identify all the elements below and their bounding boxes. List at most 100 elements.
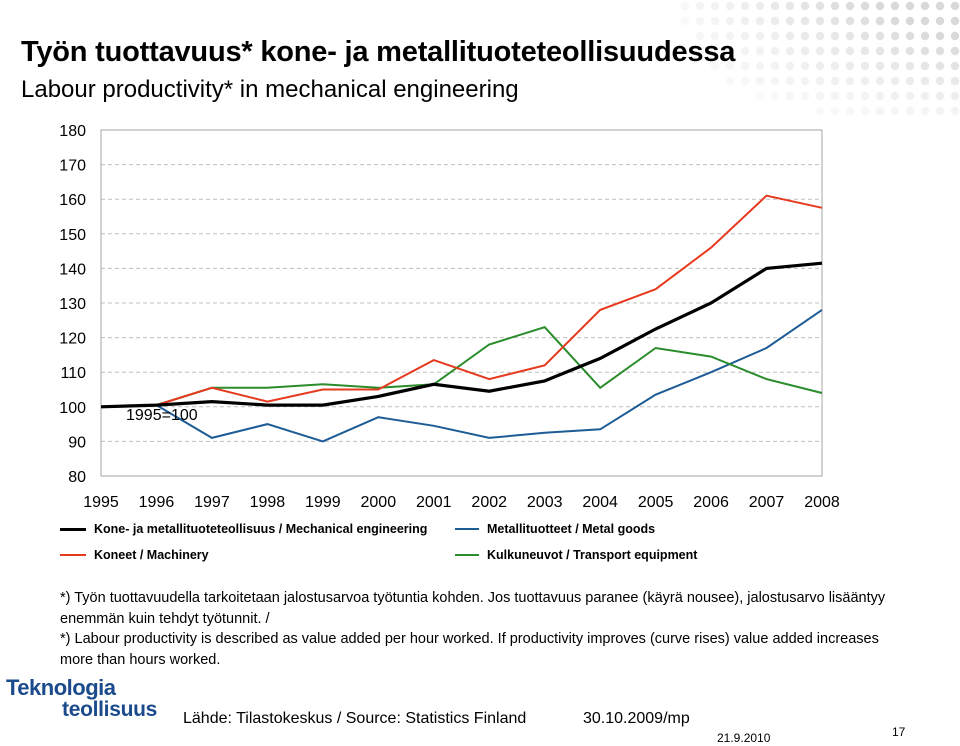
decorative-dot <box>770 91 780 101</box>
decorative-dot <box>755 91 765 101</box>
decorative-dot <box>935 1 945 11</box>
series-line-0 <box>100 261 823 409</box>
y-tick-label: 150 <box>59 227 86 244</box>
page-subtitle: Labour productivity* in mechanical engin… <box>21 76 519 103</box>
decorative-dot <box>770 46 780 56</box>
decorative-dot <box>830 46 840 56</box>
decorative-dot <box>920 106 930 116</box>
decorative-dot <box>800 76 810 86</box>
decorative-dot <box>815 76 825 86</box>
decorative-dot <box>695 1 705 11</box>
decorative-dot <box>770 16 780 26</box>
legend-item-metal-goods: Metallituotteet / Metal goods <box>455 522 655 536</box>
decorative-dot <box>875 16 885 26</box>
legend-label: Kulkuneuvot / Transport equipment <box>487 548 698 562</box>
decorative-dot <box>725 76 735 86</box>
legend-item-transport-equipment: Kulkuneuvot / Transport equipment <box>455 548 697 562</box>
decorative-dot <box>950 16 960 26</box>
decorative-dot <box>755 31 765 41</box>
decorative-dot <box>905 31 915 41</box>
x-tick-label: 2003 <box>527 494 563 511</box>
decorative-dot <box>860 91 870 101</box>
decorative-dot <box>785 1 795 11</box>
decorative-dot <box>740 1 750 11</box>
source-text: Lähde: Tilastokeskus / Source: Statistic… <box>183 710 527 727</box>
decorative-dot <box>950 76 960 86</box>
footnote-fi: *) Työn tuottavuudella tarkoitetaan jalo… <box>60 590 886 627</box>
decorative-dot <box>920 76 930 86</box>
decorative-dot <box>935 61 945 71</box>
decorative-dot <box>785 91 795 101</box>
legend-item-mechanical-engineering: Kone- ja metallituoteteollisuus / Mechan… <box>60 522 427 536</box>
decorative-dot <box>875 106 885 116</box>
decorative-dot <box>860 46 870 56</box>
decorative-dot <box>890 16 900 26</box>
decorative-dot <box>770 1 780 11</box>
decorative-dot <box>905 76 915 86</box>
decorative-dot <box>845 31 855 41</box>
decorative-dot <box>815 61 825 71</box>
decorative-dot <box>935 76 945 86</box>
decorative-dot <box>860 1 870 11</box>
decorative-dot <box>815 91 825 101</box>
decorative-dot <box>755 16 765 26</box>
decorative-dot <box>845 106 855 116</box>
line-chart: 80 90 100 110 120 130 140 150 160 170 180 1995 1996 1… <box>59 123 840 511</box>
decorative-dot <box>710 61 720 71</box>
legend-swatch-red <box>60 554 86 556</box>
legend-item-machinery: Koneet / Machinery <box>60 548 209 562</box>
decorative-dot <box>950 1 960 11</box>
plot-area-border <box>100 129 823 477</box>
decorative-dot <box>935 31 945 41</box>
decorative-dot <box>920 61 930 71</box>
decorative-dot <box>755 76 765 86</box>
series-line-3 <box>100 326 823 408</box>
x-tick-label: 2005 <box>638 494 674 511</box>
decorative-dot <box>875 91 885 101</box>
decorative-dot <box>935 16 945 26</box>
decorative-dot <box>800 61 810 71</box>
decorative-dot <box>845 16 855 26</box>
decorative-dot <box>920 91 930 101</box>
decorative-dot <box>710 1 720 11</box>
decorative-dot <box>785 61 795 71</box>
decorative-dot <box>860 76 870 86</box>
decorative-dot <box>785 16 795 26</box>
date-text: 30.10.2009/mp <box>583 710 690 727</box>
y-tick-label: 110 <box>60 365 86 382</box>
decorative-dot <box>875 61 885 71</box>
decorative-dot <box>680 1 690 11</box>
decorative-dot <box>845 76 855 86</box>
decorative-dot <box>875 46 885 56</box>
series-line-1 <box>100 194 823 408</box>
x-tick-label: 1999 <box>305 494 341 511</box>
decorative-dot <box>890 91 900 101</box>
decorative-dot <box>830 31 840 41</box>
decorative-dot <box>740 61 750 71</box>
decorative-dot <box>785 76 795 86</box>
decorative-dot <box>725 1 735 11</box>
decorative-dot <box>800 46 810 56</box>
decorative-dot <box>815 31 825 41</box>
decorative-dot <box>815 46 825 56</box>
y-tick-label: 160 <box>59 192 86 209</box>
decorative-dot <box>920 46 930 56</box>
decorative-dot <box>725 16 735 26</box>
x-tick-label: 1996 <box>139 494 175 511</box>
decorative-dot <box>800 1 810 11</box>
y-tick-label: 80 <box>68 469 86 486</box>
x-tick-label: 1997 <box>194 494 230 511</box>
x-tick-label: 1995 <box>83 494 119 511</box>
decorative-dot <box>845 61 855 71</box>
decorative-dot <box>725 31 735 41</box>
decorative-dot <box>785 46 795 56</box>
decorative-dot <box>710 46 720 56</box>
decorative-dot <box>710 16 720 26</box>
decorative-dot <box>935 46 945 56</box>
decorative-dot <box>860 16 870 26</box>
decorative-dot <box>815 16 825 26</box>
decorative-dot <box>920 16 930 26</box>
decorative-dot <box>950 46 960 56</box>
x-tick-label: 2007 <box>749 494 785 511</box>
legend-swatch-green <box>455 554 479 556</box>
